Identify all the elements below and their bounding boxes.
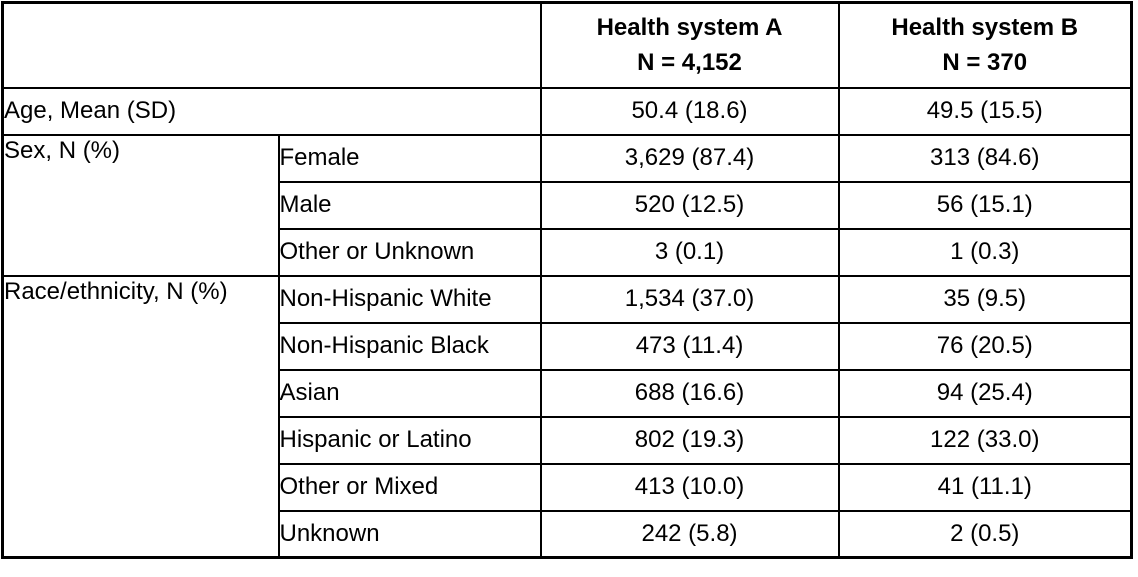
group-label-sex: Sex, N (%) xyxy=(1,133,280,277)
demographics-table: Health system A N = 4,152 Health system … xyxy=(1,1,1133,559)
row-sublabel-other-mixed: Other or Mixed xyxy=(277,462,542,512)
value-other-mixed-a: 413 (10.0) xyxy=(539,462,840,512)
group-label-race: Race/ethnicity, N (%) xyxy=(1,274,280,559)
table-row-age: Age, Mean (SD) 50.4 (18.6) 49.5 (15.5) xyxy=(1,86,1133,136)
row-sublabel-hispanic: Hispanic or Latino xyxy=(277,415,542,465)
value-male-b: 56 (15.1) xyxy=(837,180,1133,230)
column-n-a: N = 4,152 xyxy=(637,49,742,77)
value-sex-other-a: 3 (0.1) xyxy=(539,227,840,277)
column-header-system-b: Health system B N = 370 xyxy=(837,1,1133,89)
value-hispanic-b: 122 (33.0) xyxy=(837,415,1133,465)
row-sublabel-nh-white: Non-Hispanic White xyxy=(277,274,542,324)
table-row-race-nh-white: Race/ethnicity, N (%) Non-Hispanic White… xyxy=(1,274,1133,559)
row-sublabel-male: Male xyxy=(277,180,542,230)
table-row-race-asian: Asian 688 (16.6) 94 (25.4) xyxy=(3,368,1133,418)
value-hispanic-a: 802 (19.3) xyxy=(539,415,840,465)
corner-cell xyxy=(1,1,542,89)
value-female-b: 313 (84.6) xyxy=(837,133,1133,183)
value-age-b: 49.5 (15.5) xyxy=(837,86,1133,136)
value-nh-white-b: 35 (9.5) xyxy=(837,274,1133,324)
row-sublabel-nh-black: Non-Hispanic Black xyxy=(277,321,542,371)
column-title-a: Health system A xyxy=(596,14,783,42)
column-title-b: Health system B xyxy=(891,14,1079,42)
value-age-a: 50.4 (18.6) xyxy=(539,86,840,136)
value-sex-other-b: 1 (0.3) xyxy=(837,227,1133,277)
page: Health system A N = 4,152 Health system … xyxy=(1,1,1133,559)
header-row: Health system A N = 4,152 Health system … xyxy=(1,1,1133,89)
value-male-a: 520 (12.5) xyxy=(539,180,840,230)
table-row-race-hispanic: Hispanic or Latino 802 (19.3) 122 (33.0) xyxy=(3,415,1133,465)
value-nh-black-b: 76 (20.5) xyxy=(837,321,1133,371)
column-header-system-a: Health system A N = 4,152 xyxy=(539,1,840,89)
value-other-mixed-b: 41 (11.1) xyxy=(837,462,1133,512)
value-asian-a: 688 (16.6) xyxy=(539,368,840,418)
value-race-unknown-a: 242 (5.8) xyxy=(539,509,840,559)
table-row-race-unknown: Unknown 242 (5.8) 2 (0.5) xyxy=(3,509,1133,559)
value-race-unknown-b: 2 (0.5) xyxy=(837,509,1133,559)
table-row-sex-female: Sex, N (%) Female 3,629 (87.4) 313 (84.6… xyxy=(1,133,1133,277)
value-nh-black-a: 473 (11.4) xyxy=(539,321,840,371)
row-sublabel-unknown: Unknown xyxy=(277,509,542,559)
row-label-age: Age, Mean (SD) xyxy=(1,86,542,136)
table-row-sex-male: Male 520 (12.5) 56 (15.1) xyxy=(3,180,1133,230)
table-row-race-other-mixed: Other or Mixed 413 (10.0) 41 (11.1) xyxy=(3,462,1133,512)
value-asian-b: 94 (25.4) xyxy=(837,368,1133,418)
value-female-a: 3,629 (87.4) xyxy=(539,133,840,183)
column-n-b: N = 370 xyxy=(942,49,1028,77)
table-row-race-nh-black: Non-Hispanic Black 473 (11.4) 76 (20.5) xyxy=(3,321,1133,371)
table-row-sex-other: Other or Unknown 3 (0.1) 1 (0.3) xyxy=(3,227,1133,277)
value-nh-white-a: 1,534 (37.0) xyxy=(539,274,840,324)
row-sublabel-other-unknown: Other or Unknown xyxy=(277,227,542,277)
row-sublabel-asian: Asian xyxy=(277,368,542,418)
row-sublabel-female: Female xyxy=(277,133,542,183)
